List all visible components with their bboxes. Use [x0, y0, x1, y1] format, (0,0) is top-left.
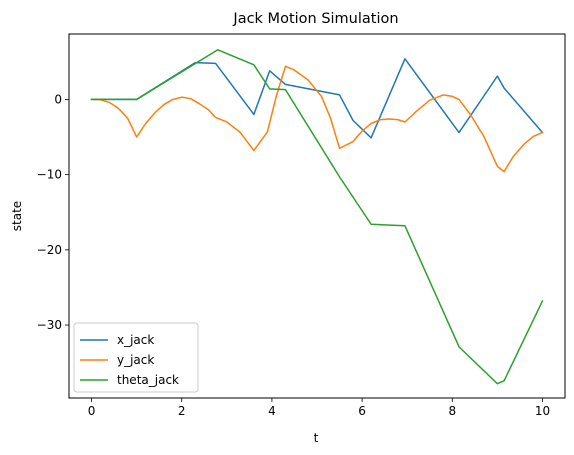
legend-entries: x_jack y_jack theta_jack [80, 333, 179, 387]
x-tick-label: 2 [178, 404, 186, 418]
chart-title: Jack Motion Simulation [232, 11, 398, 27]
x-tick-label: 0 [88, 404, 96, 418]
legend-label-y-jack: y_jack [117, 353, 154, 367]
series-line-theta-jack [90, 49, 544, 385]
y-tick-label: −10 [37, 168, 62, 182]
y-tick-label: −20 [37, 243, 62, 257]
plot-frame [68, 33, 566, 399]
series-line-x-jack [90, 58, 544, 139]
x-tick-label: 6 [358, 404, 366, 418]
legend-label-x-jack: x_jack [117, 333, 154, 347]
y-tick-label: −30 [37, 318, 62, 332]
x-tick-label: 10 [535, 404, 550, 418]
x-axis-ticks: 0 2 4 6 8 10 [88, 398, 550, 418]
x-tick-label: 8 [448, 404, 456, 418]
x-tick-label: 4 [268, 404, 276, 418]
y-axis-label: state [10, 201, 24, 231]
y-tick-label: 0 [54, 92, 62, 106]
x-axis-label: t [314, 431, 319, 445]
series-group [90, 49, 544, 385]
legend-label-theta-jack: theta_jack [117, 373, 179, 387]
series-line-y-jack [90, 65, 544, 173]
y-axis-ticks: −30 −20 −10 0 [37, 92, 69, 332]
legend: x_jack y_jack theta_jack [73, 322, 199, 393]
